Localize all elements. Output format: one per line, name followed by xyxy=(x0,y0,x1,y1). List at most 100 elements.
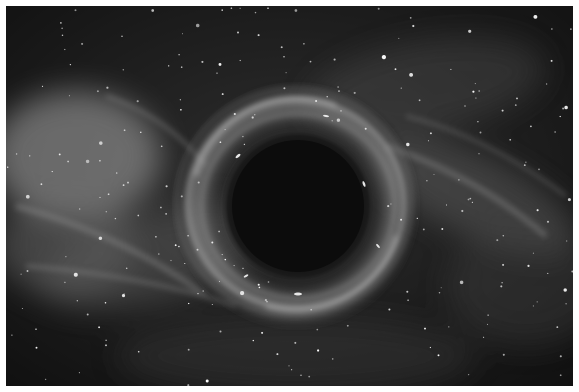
star xyxy=(340,110,342,112)
star xyxy=(546,220,550,223)
star xyxy=(315,100,318,102)
star xyxy=(170,259,172,262)
star xyxy=(104,301,107,304)
star xyxy=(500,285,503,288)
star xyxy=(509,138,512,141)
star xyxy=(474,83,476,85)
star xyxy=(65,256,67,258)
star xyxy=(74,9,77,12)
star xyxy=(127,181,129,184)
star xyxy=(429,132,432,135)
star xyxy=(64,48,66,51)
black-hole-core xyxy=(232,140,364,272)
star xyxy=(571,270,573,273)
accretion-arcs xyxy=(175,87,413,317)
star xyxy=(294,341,297,344)
star xyxy=(252,339,254,342)
star xyxy=(400,87,402,89)
star xyxy=(433,173,435,176)
star xyxy=(267,7,269,9)
star xyxy=(60,22,62,24)
star xyxy=(155,235,157,238)
star xyxy=(551,28,553,30)
star xyxy=(501,282,503,284)
star xyxy=(566,240,568,242)
star xyxy=(468,29,472,33)
star xyxy=(496,239,499,242)
star xyxy=(326,96,328,98)
star xyxy=(218,230,220,233)
star xyxy=(99,141,103,145)
star xyxy=(137,350,140,353)
star xyxy=(570,28,572,30)
star xyxy=(230,7,233,9)
star xyxy=(290,369,293,371)
star xyxy=(29,155,31,157)
star xyxy=(316,328,319,331)
star xyxy=(7,166,9,168)
star xyxy=(333,58,336,61)
star xyxy=(197,293,199,295)
star xyxy=(81,42,84,45)
star xyxy=(180,195,183,198)
star xyxy=(409,17,412,19)
star xyxy=(416,217,418,220)
star xyxy=(115,172,118,174)
star xyxy=(242,135,244,138)
star xyxy=(85,159,90,164)
star xyxy=(353,91,356,94)
star xyxy=(35,328,37,330)
star xyxy=(221,254,223,256)
star xyxy=(184,262,186,265)
star xyxy=(21,307,23,310)
star xyxy=(483,336,485,338)
star xyxy=(239,7,241,9)
star xyxy=(221,93,224,96)
star xyxy=(559,115,561,118)
star xyxy=(406,142,410,147)
star xyxy=(283,87,286,90)
star xyxy=(536,209,539,212)
star xyxy=(445,204,448,206)
star xyxy=(502,263,505,266)
star xyxy=(178,53,180,56)
star xyxy=(381,55,386,60)
star xyxy=(310,308,313,311)
star xyxy=(479,131,482,134)
star xyxy=(516,97,518,100)
star xyxy=(477,120,479,123)
star xyxy=(68,95,70,97)
star xyxy=(78,372,80,374)
star xyxy=(427,140,430,142)
star xyxy=(15,153,18,155)
star xyxy=(547,272,549,274)
star xyxy=(79,208,81,210)
star xyxy=(125,267,128,270)
star xyxy=(11,334,13,336)
star xyxy=(237,31,239,34)
star xyxy=(61,27,63,30)
star xyxy=(394,68,397,71)
star xyxy=(86,313,89,316)
star xyxy=(364,127,367,130)
star xyxy=(140,131,142,133)
star xyxy=(418,99,421,102)
star xyxy=(300,374,302,376)
star xyxy=(337,86,339,88)
star xyxy=(107,193,110,196)
star xyxy=(550,59,553,62)
star xyxy=(178,245,180,248)
star xyxy=(461,209,464,213)
star xyxy=(554,131,556,133)
star xyxy=(106,86,109,89)
star xyxy=(422,228,425,231)
star xyxy=(280,46,283,49)
star xyxy=(258,286,261,289)
star xyxy=(309,60,312,63)
star xyxy=(308,375,311,378)
star xyxy=(529,125,532,128)
star xyxy=(388,308,391,311)
star xyxy=(475,97,477,99)
star xyxy=(288,365,290,367)
star xyxy=(243,143,246,146)
